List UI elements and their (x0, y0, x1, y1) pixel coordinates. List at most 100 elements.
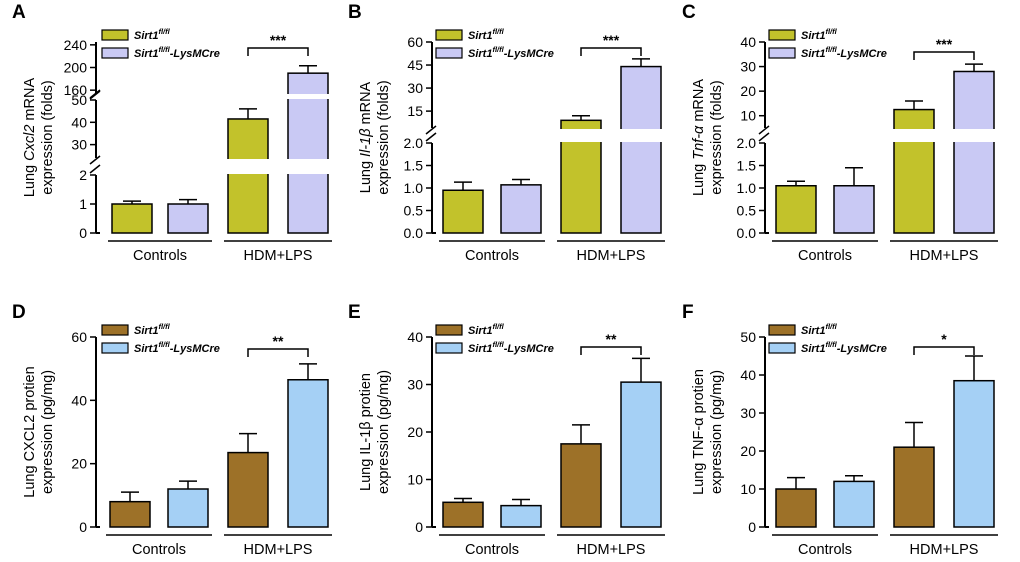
y-axis-label: Lung TNF-α protien (691, 369, 707, 495)
y-tick-label: 45 (407, 57, 423, 73)
y-tick-label: 60 (407, 34, 423, 50)
y-tick-label: 10 (740, 481, 756, 497)
group-label: HDM+LPS (244, 248, 313, 264)
bar (167, 488, 209, 528)
group-label: Controls (133, 248, 187, 264)
legend-swatch (435, 29, 463, 41)
legend-label: Sirt1fl/fl-LysMCre (801, 340, 887, 355)
legend-swatch (768, 324, 796, 336)
axis-gap (438, 129, 667, 142)
panel-b: B Lung Il-1β mRNA expression (folds) 0.0 0.5… (348, 2, 667, 264)
y-axis-label-line2: expression (folds) (376, 80, 392, 194)
y-axis-label: Lung Il-1β mRNA (358, 81, 374, 193)
significance-bracket (247, 47, 309, 56)
legend-label: Sirt1fl/fl-LysMCre (468, 45, 554, 60)
panel-d: D Lung CXCL2 protien expression (pg/mg) 0 20… (12, 302, 332, 558)
y-tick-label: 30 (407, 377, 423, 393)
y-tick-label: 30 (740, 59, 756, 75)
y-tick-label: 200 (64, 60, 88, 76)
axis-gap (102, 159, 334, 174)
y-tick-label: 0 (415, 519, 423, 535)
y-tick-label: 50 (71, 92, 87, 108)
y-tick-label: 240 (64, 37, 88, 53)
y-axis-label-line2: expression (pg/mg) (40, 370, 56, 494)
bar (893, 108, 935, 234)
legend-label: Sirt1fl/fl (134, 27, 171, 42)
legend-swatch (768, 342, 796, 354)
bar (227, 451, 269, 528)
y-tick-label: 1.0 (404, 180, 424, 196)
bar (893, 446, 935, 528)
axis-gap (102, 94, 334, 99)
axis-break-mark (425, 125, 437, 135)
panel-label: F (682, 302, 694, 323)
legend-swatch (435, 324, 463, 336)
y-axis-label: Lung IL-1β protien (358, 373, 374, 491)
significance-bracket (247, 348, 309, 357)
y-tick-label: 40 (71, 114, 87, 130)
significance-label: *** (936, 36, 953, 52)
bar (833, 480, 875, 528)
group-label: HDM+LPS (577, 248, 646, 264)
axis-break-mark (758, 132, 770, 142)
legend-label: Sirt1fl/fl (801, 27, 838, 42)
panel-label: D (12, 302, 26, 323)
y-tick-label: 1 (79, 196, 87, 212)
legend-swatch (101, 324, 129, 336)
y-tick-label: 2.0 (404, 135, 424, 151)
y-axis-label: Lung CXCL2 protien (22, 366, 38, 497)
bar (287, 379, 329, 528)
panel-f: F Lung TNF-α protien expression (pg/mg) 0 10… (682, 302, 998, 558)
panel-c: C Lung Tnf-α mRNA expression (folds) 0.0 0.5… (682, 2, 1000, 264)
significance-bracket (913, 346, 975, 355)
y-tick-label: 160 (64, 82, 88, 98)
legend-swatch (101, 342, 129, 354)
legend-swatch (435, 47, 463, 59)
significance-label: *** (603, 32, 620, 48)
y-tick-label: 2.0 (737, 135, 757, 151)
y-axis-label: Lung Cxcl2 mRNA (22, 78, 38, 198)
y-tick-label: 2 (79, 167, 87, 183)
y-tick-label: 0 (79, 225, 87, 241)
bar (620, 381, 662, 528)
axis-break-mark (89, 89, 101, 99)
y-axis-label-line2: expression (pg/mg) (376, 370, 392, 494)
legend-swatch (768, 29, 796, 41)
legend-label: Sirt1fl/fl (468, 27, 505, 42)
significance-label: * (941, 331, 947, 347)
panel-label: A (12, 2, 26, 23)
axis-break-mark (89, 155, 101, 165)
bar (227, 118, 269, 234)
y-tick-label: 40 (71, 392, 87, 408)
y-axis-label-line2: expression (pg/mg) (709, 370, 725, 494)
legend-label: Sirt1fl/fl-LysMCre (468, 340, 554, 355)
axis-break-mark (425, 132, 437, 142)
y-tick-label: 30 (740, 405, 756, 421)
group-label: Controls (132, 542, 186, 558)
bar (500, 184, 542, 234)
legend-label: Sirt1fl/fl-LysMCre (801, 45, 887, 60)
y-axis-label: Lung Tnf-α mRNA (691, 79, 707, 196)
bar (953, 70, 995, 234)
legend-label: Sirt1fl/fl-LysMCre (134, 45, 220, 60)
y-tick-label: 20 (71, 456, 87, 472)
panel-a: A Lung Cxcl2 mRNA expression (folds) 0 1 2 30 4… (12, 2, 334, 264)
y-tick-label: 0 (79, 519, 87, 535)
group-label: Controls (798, 248, 852, 264)
y-axis-label-line2: expression (folds) (709, 80, 725, 194)
y-tick-label: 0.5 (404, 203, 424, 219)
significance-bracket (580, 47, 642, 56)
y-axis-label-line2: expression (folds) (40, 80, 56, 194)
y-tick-label: 40 (740, 367, 756, 383)
y-tick-label: 50 (740, 329, 756, 345)
y-tick-label: 40 (407, 329, 423, 345)
group-label: Controls (465, 542, 519, 558)
group-label: HDM+LPS (244, 542, 313, 558)
y-tick-label: 20 (407, 424, 423, 440)
bar (442, 189, 484, 234)
significance-bracket (580, 346, 642, 355)
y-tick-label: 1.5 (404, 158, 424, 174)
axis-break-mark (89, 90, 101, 100)
bar (167, 203, 209, 234)
